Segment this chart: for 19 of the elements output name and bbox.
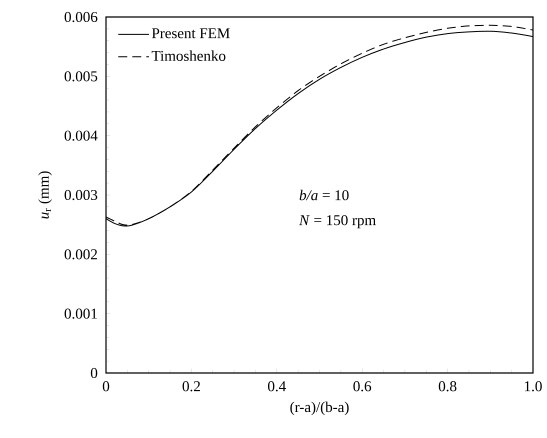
y-tick-label: 0.006	[64, 12, 98, 22]
annotation: N = 150 rpm	[298, 215, 376, 228]
x-tick-label: 0.6	[353, 381, 372, 392]
y-tick-label: 0.004	[64, 130, 98, 141]
y-tick-label: 0	[90, 368, 98, 378]
legend-label: Timoshenko	[152, 50, 226, 61]
x-tick-label: 1.0	[524, 381, 542, 392]
y-tick-label: 0.002	[64, 249, 97, 260]
x-tick-label: 0.2	[182, 381, 200, 392]
x-axis-title: (r-a)/(b-a)	[290, 402, 349, 416]
x-tick-label: 0.4	[268, 381, 286, 392]
y-axis-title: u$_{r}$ (mm)	[38, 171, 52, 219]
y-tick-label: 0.001	[64, 308, 97, 319]
x-tick-label: 0	[102, 381, 110, 392]
annotation: b/a = 10	[300, 190, 349, 200]
legend-label: Present FEM	[152, 28, 230, 38]
x-tick-label: 0.8	[438, 381, 456, 392]
y-tick-label: 0.005	[64, 71, 98, 82]
y-tick-label: 0.003	[64, 190, 98, 200]
